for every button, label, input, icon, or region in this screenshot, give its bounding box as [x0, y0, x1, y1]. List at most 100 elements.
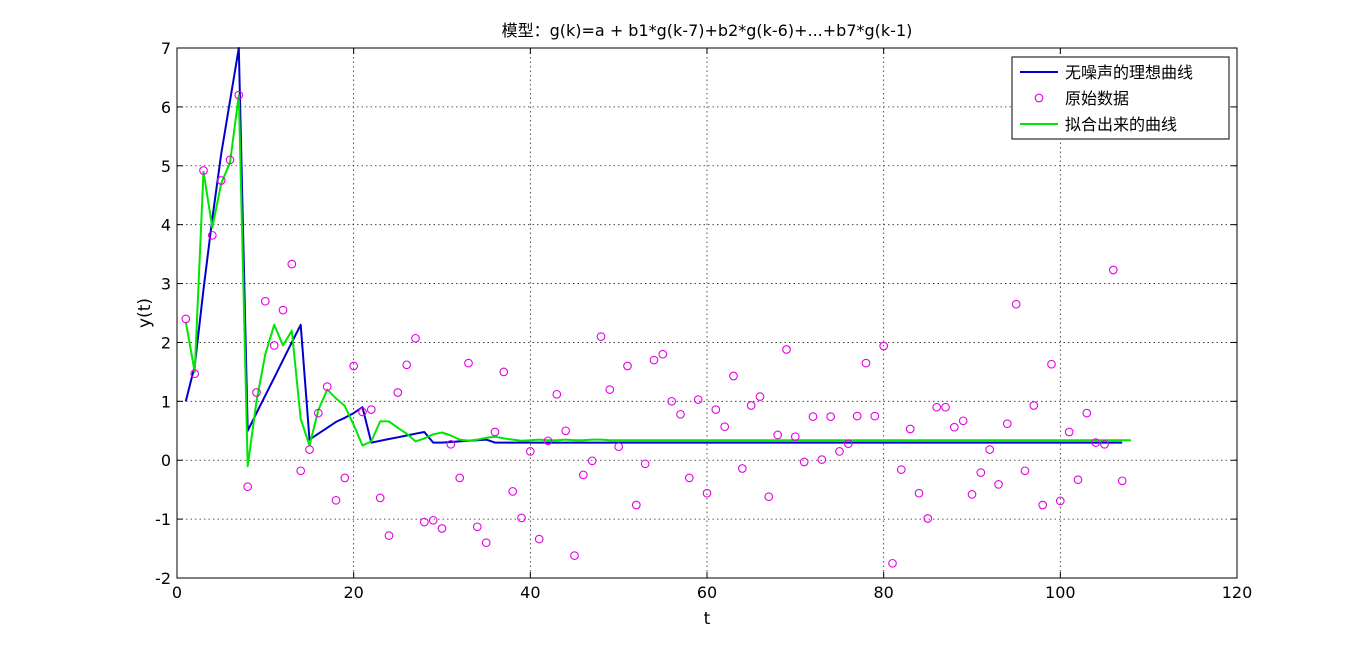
- raw-data-point: [358, 407, 367, 417]
- raw-data-point: [729, 371, 738, 381]
- raw-data-point: [861, 358, 871, 368]
- raw-data-point: [746, 401, 756, 410]
- y-tick-label: 0: [161, 451, 171, 470]
- x-tick-label: 60: [697, 583, 717, 602]
- raw-data-point: [216, 176, 226, 185]
- raw-data-point: [1002, 419, 1012, 429]
- raw-data-point: [994, 480, 1003, 489]
- raw-data-point: [1011, 299, 1021, 309]
- raw-data-point: [605, 385, 615, 394]
- y-tick-label: 5: [161, 157, 171, 176]
- raw-data-point: [1100, 439, 1109, 449]
- raw-data-point: [481, 538, 491, 548]
- raw-data-point: [711, 405, 721, 414]
- raw-data-point: [402, 360, 412, 370]
- x-tick-label: 0: [172, 583, 182, 602]
- raw-data-point: [817, 455, 827, 464]
- y-axis-label: y(t): [135, 298, 155, 328]
- raw-data-point: [1038, 500, 1048, 510]
- x-tick-label: 40: [520, 583, 540, 602]
- raw-data-point: [375, 493, 385, 503]
- raw-data-point: [269, 341, 279, 350]
- x-tick-labels: 0 20 40 60 80 100 120: [172, 583, 1252, 602]
- x-tick-label: 80: [873, 583, 893, 602]
- raw-data-point: [684, 473, 694, 483]
- raw-data-point: [552, 389, 562, 399]
- raw-data-point: [1029, 401, 1039, 410]
- raw-data-point: [843, 439, 853, 449]
- raw-data-point: [764, 492, 774, 502]
- raw-data-point: [640, 459, 650, 469]
- raw-data-point: [702, 488, 712, 498]
- raw-data-point: [252, 388, 261, 397]
- y-tick-label: 4: [161, 216, 171, 235]
- raw-data-point: [852, 411, 862, 421]
- raw-data-point: [305, 445, 314, 454]
- raw-data-point: [1055, 496, 1065, 506]
- raw-data-point: [985, 445, 995, 454]
- raw-data-point: [517, 513, 526, 523]
- raw-data-point: [1064, 427, 1074, 437]
- raw-data-point: [782, 345, 791, 354]
- raw-data-point: [879, 341, 889, 351]
- series-layer: [181, 47, 1131, 568]
- raw-data-point: [896, 465, 906, 474]
- raw-data-point: [1020, 466, 1030, 476]
- raw-data-point: [234, 90, 244, 100]
- raw-data-point: [905, 424, 915, 434]
- raw-data-point: [437, 524, 447, 533]
- y-tick-label: -2: [155, 569, 171, 588]
- raw-data-point: [543, 436, 553, 446]
- raw-data-point: [693, 395, 703, 404]
- raw-data-point: [419, 517, 429, 527]
- raw-data-point: [799, 457, 809, 467]
- legend-swatch-raw-data: [1034, 93, 1044, 103]
- raw-data-point: [888, 558, 897, 568]
- raw-data-point: [313, 408, 323, 418]
- chart-title: 模型：g(k)=a + b1*g(k-7)+b2*g(k-6)+...+b7*g…: [502, 21, 913, 40]
- y-tick-labels: -2 -1 0 1 2 3 4 5 6 7: [155, 39, 171, 588]
- raw-data-point: [190, 369, 200, 379]
- raw-data-point: [225, 155, 235, 165]
- raw-data-point: [941, 402, 950, 412]
- raw-data-point: [737, 464, 747, 473]
- raw-data-point: [384, 531, 394, 540]
- raw-data-point: [870, 411, 880, 421]
- raw-data-point: [667, 396, 677, 406]
- raw-data-point: [393, 388, 403, 397]
- raw-data-point: [411, 333, 420, 343]
- raw-data-point: [278, 305, 288, 315]
- raw-data-point: [596, 332, 606, 341]
- raw-data-point: [720, 422, 730, 432]
- raw-data-point: [366, 405, 376, 414]
- raw-data-point: [331, 495, 341, 505]
- raw-data-point: [561, 426, 571, 436]
- raw-data-point: [534, 534, 544, 544]
- raw-data-point: [976, 468, 986, 477]
- y-tick-label: 7: [161, 39, 171, 58]
- raw-data-point: [932, 402, 942, 412]
- raw-data-point: [755, 392, 765, 401]
- raw-data-point: [472, 522, 482, 532]
- raw-data-point: [967, 490, 977, 499]
- raw-data-point: [349, 361, 359, 371]
- x-tick-label: 20: [343, 583, 363, 602]
- raw-data-point: [1082, 408, 1092, 418]
- x-tick-label: 100: [1045, 583, 1076, 602]
- raw-data-point: [199, 166, 208, 175]
- raw-data-point: [340, 473, 350, 483]
- raw-data-point: [790, 432, 800, 442]
- raw-data-point: [428, 515, 438, 525]
- raw-data-point: [773, 430, 783, 440]
- raw-data-point: [446, 439, 456, 449]
- x-tick-label: 120: [1222, 583, 1253, 602]
- raw-data-point: [623, 361, 632, 371]
- legend: 无噪声的理想曲线 原始数据 拟合出来的曲线: [1011, 56, 1230, 140]
- raw-data-point: [464, 358, 473, 368]
- raw-data-point: [658, 349, 668, 359]
- y-tick-label: 6: [161, 98, 171, 117]
- raw-data-point: [949, 422, 959, 432]
- raw-data-point: [508, 487, 518, 496]
- raw-data-point: [287, 259, 297, 269]
